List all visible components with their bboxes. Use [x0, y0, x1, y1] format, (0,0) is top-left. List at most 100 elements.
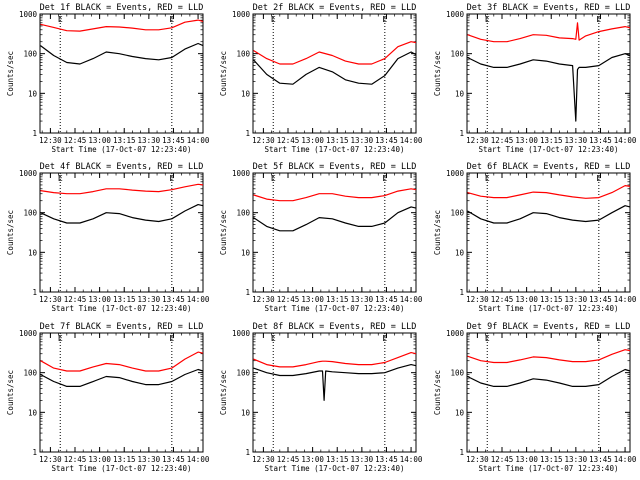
x-tick-label: 12:45: [64, 295, 87, 304]
x-tick-label: 13:45: [375, 455, 398, 464]
x-axis-label: Start Time (17-Oct-07 12:23:40): [265, 304, 405, 313]
x-tick-label: 13:45: [589, 455, 612, 464]
plot-frame: [466, 172, 631, 293]
y-tick-label: 100: [450, 50, 464, 59]
chart-panel-5: Det 5f BLACK = Events, RED = LLD 1 10 100 10…: [219, 162, 423, 313]
x-tick-label: 13:00: [301, 455, 324, 464]
event-marker-label: E: [596, 174, 601, 183]
event-marker-label: E: [485, 174, 490, 183]
y-axis-label: Counts/sec: [6, 370, 15, 415]
plot-frame: [466, 332, 631, 453]
x-tick-label: 14:00: [614, 455, 637, 464]
x-tick-label: 12:30: [466, 136, 489, 145]
plot-frame: [39, 13, 204, 134]
x-tick-label: 12:45: [491, 295, 514, 304]
chart-title: Det 2f BLACK = Events, RED = LLD: [253, 3, 417, 13]
y-axis-label: Counts/sec: [433, 51, 442, 96]
chart-panel-3: Det 3f BLACK = Events, RED = LLD 1 10 100 10…: [433, 3, 637, 154]
series-events-line: [467, 53, 631, 122]
series-events-line: [40, 368, 204, 387]
event-marker-label: E: [58, 334, 63, 343]
x-tick-label: 14:00: [400, 455, 423, 464]
plot-frame: [252, 13, 417, 134]
y-tick-label: 10: [28, 89, 38, 98]
plot-frame: [466, 13, 631, 134]
x-tick-label: 14:00: [187, 136, 210, 145]
series-lld-line: [467, 349, 631, 364]
x-tick-label: 13:30: [351, 295, 374, 304]
chart-title: Det 3f BLACK = Events, RED = LLD: [467, 3, 631, 13]
x-tick-label: 12:30: [39, 295, 62, 304]
series-lld-line: [40, 183, 204, 195]
y-tick-label: 100: [450, 209, 464, 218]
x-tick-label: 13:15: [540, 455, 563, 464]
y-tick-label: 1000: [232, 10, 251, 19]
x-tick-label: 12:45: [491, 136, 514, 145]
y-tick-label: 1: [459, 448, 464, 457]
event-marker-label: E: [382, 174, 387, 183]
series-lld-line: [253, 352, 417, 368]
x-tick-label: 13:45: [375, 136, 398, 145]
chart-panel-6: Det 6f BLACK = Events, RED = LLD 1 10 100 10…: [433, 162, 637, 313]
y-tick-label: 1000: [446, 169, 465, 178]
y-tick-label: 100: [450, 369, 464, 378]
series-lld-line: [40, 351, 204, 372]
x-tick-label: 13:30: [565, 295, 588, 304]
x-tick-label: 13:45: [162, 455, 185, 464]
chart-panel-7: Det 7f BLACK = Events, RED = LLD 1 10 100 10…: [6, 322, 210, 473]
x-tick-label: 13:45: [375, 295, 398, 304]
chart-title: Det 7f BLACK = Events, RED = LLD: [40, 322, 204, 332]
event-marker-label: E: [596, 15, 601, 24]
chart-title: Det 9f BLACK = Events, RED = LLD: [467, 322, 631, 332]
x-tick-label: 13:00: [515, 455, 538, 464]
x-tick-label: 13:15: [540, 136, 563, 145]
x-axis-label: Start Time (17-Oct-07 12:23:40): [479, 464, 619, 473]
x-tick-label: 13:30: [138, 295, 161, 304]
y-tick-label: 1: [32, 129, 37, 138]
y-axis-label: Counts/sec: [6, 51, 15, 96]
chart-panel-8: Det 8f BLACK = Events, RED = LLD 1 10 100 10…: [219, 322, 423, 473]
y-tick-label: 1000: [232, 169, 251, 178]
event-marker-label: E: [485, 334, 490, 343]
y-tick-label: 100: [23, 209, 37, 218]
series-events-line: [467, 205, 631, 224]
x-tick-label: 13:45: [162, 295, 185, 304]
y-axis-label: Counts/sec: [219, 370, 228, 415]
y-tick-label: 1000: [446, 10, 465, 19]
plot-frame: [39, 172, 204, 293]
x-tick-label: 13:30: [138, 136, 161, 145]
y-tick-label: 1: [245, 288, 250, 297]
x-tick-label: 12:30: [466, 295, 489, 304]
x-axis-label: Start Time (17-Oct-07 12:23:40): [52, 464, 192, 473]
event-marker-label: E: [382, 334, 387, 343]
x-tick-label: 13:30: [565, 136, 588, 145]
series-lld-line: [467, 185, 631, 199]
chart-panel-1: Det 1f BLACK = Events, RED = LLD 1 10 100 10…: [6, 3, 210, 154]
x-tick-label: 13:00: [88, 455, 111, 464]
y-tick-label: 1000: [446, 329, 465, 338]
plot-frame: [252, 172, 417, 293]
x-axis-label: Start Time (17-Oct-07 12:23:40): [479, 304, 619, 313]
x-tick-label: 12:30: [39, 455, 62, 464]
x-tick-label: 12:30: [252, 455, 275, 464]
x-tick-label: 12:30: [252, 295, 275, 304]
event-marker-label: E: [596, 334, 601, 343]
event-marker-label: E: [58, 174, 63, 183]
x-tick-label: 13:00: [515, 136, 538, 145]
y-tick-label: 1000: [232, 329, 251, 338]
y-tick-label: 1: [32, 448, 37, 457]
chart-panel-4: Det 4f BLACK = Events, RED = LLD 1 10 100 10…: [6, 162, 210, 313]
x-tick-label: 13:00: [515, 295, 538, 304]
x-tick-label: 12:45: [277, 136, 300, 145]
y-tick-label: 100: [23, 50, 37, 59]
x-tick-label: 13:15: [326, 295, 349, 304]
event-marker-label: E: [271, 174, 276, 183]
y-tick-label: 10: [455, 408, 465, 417]
x-tick-label: 14:00: [187, 455, 210, 464]
y-axis-label: Counts/sec: [6, 210, 15, 255]
y-tick-label: 10: [241, 408, 251, 417]
y-tick-label: 1: [459, 129, 464, 138]
y-tick-label: 10: [28, 248, 38, 257]
x-tick-label: 13:00: [301, 295, 324, 304]
